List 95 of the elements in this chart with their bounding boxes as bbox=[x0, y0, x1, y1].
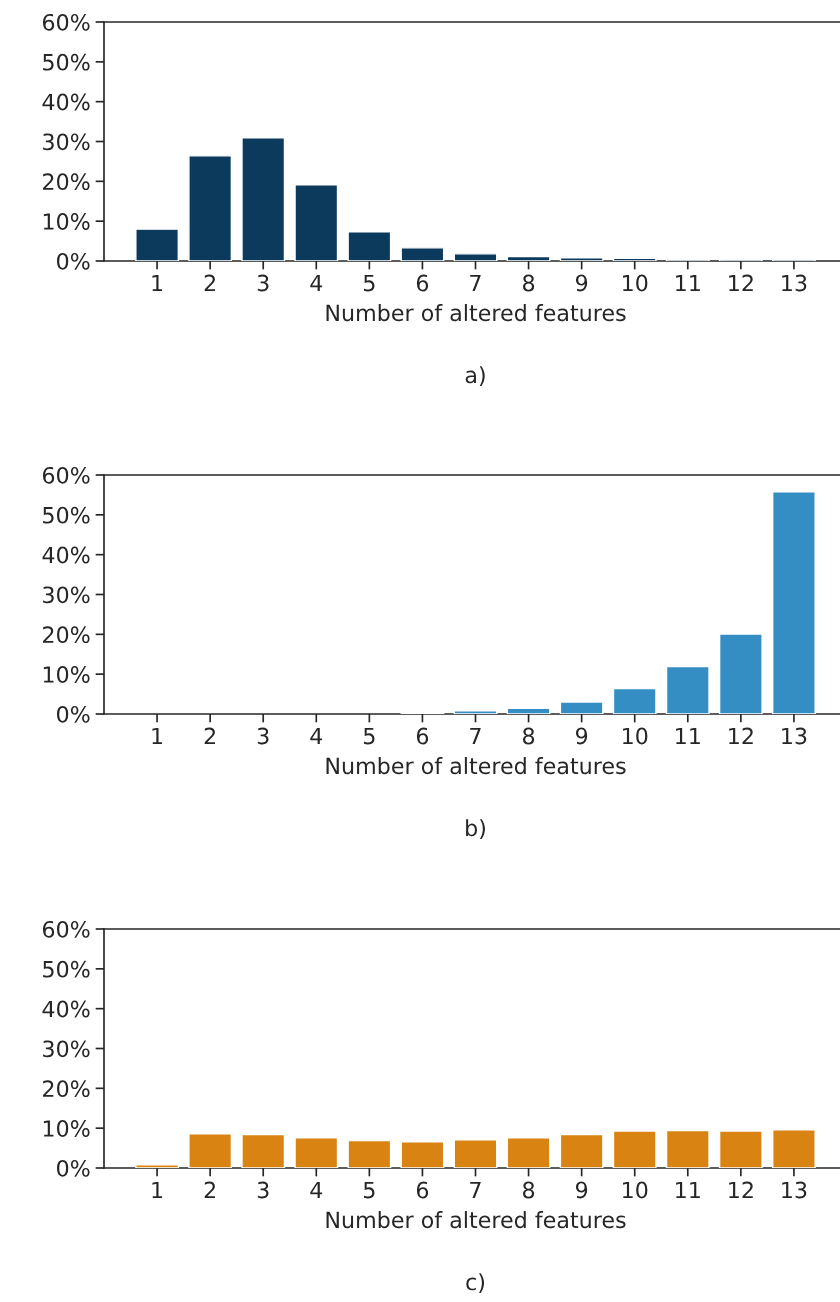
bar bbox=[241, 1133, 286, 1168]
x-tick-label: 12 bbox=[729, 727, 753, 745]
bar bbox=[188, 155, 233, 261]
bar bbox=[400, 247, 445, 261]
x-tick-label: 1 bbox=[152, 1181, 163, 1199]
x-tick-label: 7 bbox=[470, 727, 481, 745]
bar bbox=[135, 228, 179, 261]
y-tick-label: 60% bbox=[42, 13, 90, 31]
y-tick-label: 40% bbox=[42, 93, 90, 111]
bar bbox=[400, 1141, 445, 1168]
y-tick-label: 0% bbox=[57, 252, 90, 270]
x-tick-label: 4 bbox=[310, 727, 323, 745]
bar bbox=[453, 1139, 498, 1168]
x-tick-label: 3 bbox=[257, 1181, 269, 1199]
x-tick-label: 10 bbox=[623, 274, 648, 292]
bar bbox=[612, 687, 657, 714]
text: a) bbox=[465, 366, 485, 386]
bar bbox=[347, 231, 392, 261]
bar bbox=[665, 665, 710, 714]
y-tick-label: 30% bbox=[43, 1040, 90, 1058]
bar bbox=[506, 1137, 551, 1168]
y-tick-label: 40% bbox=[42, 1000, 90, 1018]
bar bbox=[718, 633, 763, 714]
bar bbox=[506, 255, 551, 261]
text: c) bbox=[466, 1273, 485, 1293]
x-tick-label: 4 bbox=[310, 274, 323, 292]
y-tick-label: 50% bbox=[43, 506, 90, 524]
y-tick-label: 50% bbox=[43, 53, 90, 71]
y-tick-label: 60% bbox=[42, 920, 90, 938]
bar bbox=[559, 701, 604, 714]
y-tick-label: 30% bbox=[43, 586, 90, 604]
x-tick-label: 8 bbox=[523, 727, 535, 745]
y-tick-label: 20% bbox=[43, 173, 90, 191]
x-tick-label: 9 bbox=[575, 274, 588, 292]
x-tick-label: 6 bbox=[416, 1181, 429, 1199]
x-tick-label: 7 bbox=[470, 1181, 481, 1199]
y-tick-label: 20% bbox=[43, 626, 90, 644]
y-tick-label: 10% bbox=[43, 213, 90, 230]
bar bbox=[559, 1133, 604, 1168]
x-tick-label: 13 bbox=[782, 274, 807, 292]
x-tick-label: 9 bbox=[575, 1181, 588, 1199]
x-tick-label: 2 bbox=[204, 727, 215, 745]
x-tick-label: 3 bbox=[257, 727, 269, 745]
bar bbox=[772, 1129, 816, 1168]
x-tick-label: 1 bbox=[152, 727, 163, 745]
y-tick-label: 0% bbox=[57, 705, 90, 723]
y-tick-label: 50% bbox=[43, 960, 90, 978]
x-tick-label: 6 bbox=[416, 274, 429, 292]
x-axis-title: Number of altered features bbox=[326, 1211, 626, 1229]
y-tick-label: 40% bbox=[42, 546, 90, 564]
x-tick-label: 13 bbox=[782, 1181, 807, 1199]
bar bbox=[506, 707, 551, 714]
x-tick-label: 8 bbox=[523, 1181, 535, 1199]
x-tick-label: 12 bbox=[729, 274, 753, 292]
x-tick-label: 9 bbox=[575, 727, 588, 745]
bar bbox=[453, 253, 498, 261]
bar bbox=[718, 1130, 763, 1168]
y-tick-label: 0% bbox=[57, 1159, 90, 1177]
x-tick-label: 6 bbox=[416, 727, 429, 745]
y-tick-label: 10% bbox=[43, 666, 90, 683]
text: b) bbox=[466, 819, 485, 839]
x-tick-label: 5 bbox=[364, 274, 375, 292]
y-tick-label: 60% bbox=[42, 466, 90, 484]
x-tick-label: 1 bbox=[152, 274, 163, 292]
x-tick-label: 2 bbox=[204, 274, 215, 292]
bar bbox=[772, 491, 816, 714]
x-tick-label: 12 bbox=[729, 1181, 753, 1199]
bar bbox=[559, 257, 604, 261]
x-tick-label: 4 bbox=[310, 1181, 323, 1199]
bar bbox=[347, 1139, 392, 1168]
x-tick-label: 13 bbox=[782, 727, 807, 745]
bar bbox=[241, 137, 286, 261]
bar bbox=[135, 1164, 179, 1168]
x-tick-label: 3 bbox=[257, 274, 269, 292]
x-tick-label: 8 bbox=[523, 274, 535, 292]
y-tick-label: 30% bbox=[43, 133, 90, 151]
bar bbox=[612, 1130, 657, 1168]
y-tick-label: 10% bbox=[43, 1120, 90, 1137]
bar bbox=[188, 1133, 233, 1168]
x-tick-label: 10 bbox=[623, 727, 648, 745]
x-tick-label: 10 bbox=[623, 1181, 648, 1199]
y-tick-label: 20% bbox=[43, 1080, 90, 1098]
bar bbox=[294, 1137, 339, 1168]
x-axis-title: Number of altered features bbox=[326, 757, 626, 775]
x-tick-label: 5 bbox=[364, 727, 375, 745]
x-tick-label: 11 bbox=[676, 727, 700, 745]
x-tick-label: 2 bbox=[204, 1181, 215, 1199]
bar bbox=[453, 710, 498, 714]
x-axis-title: Number of altered features bbox=[326, 304, 626, 322]
x-tick-label: 11 bbox=[676, 1181, 700, 1199]
x-tick-label: 7 bbox=[470, 274, 481, 292]
x-tick-label: 11 bbox=[676, 274, 700, 292]
bar bbox=[294, 184, 339, 261]
bar bbox=[665, 1129, 710, 1168]
x-tick-label: 5 bbox=[364, 1181, 375, 1199]
